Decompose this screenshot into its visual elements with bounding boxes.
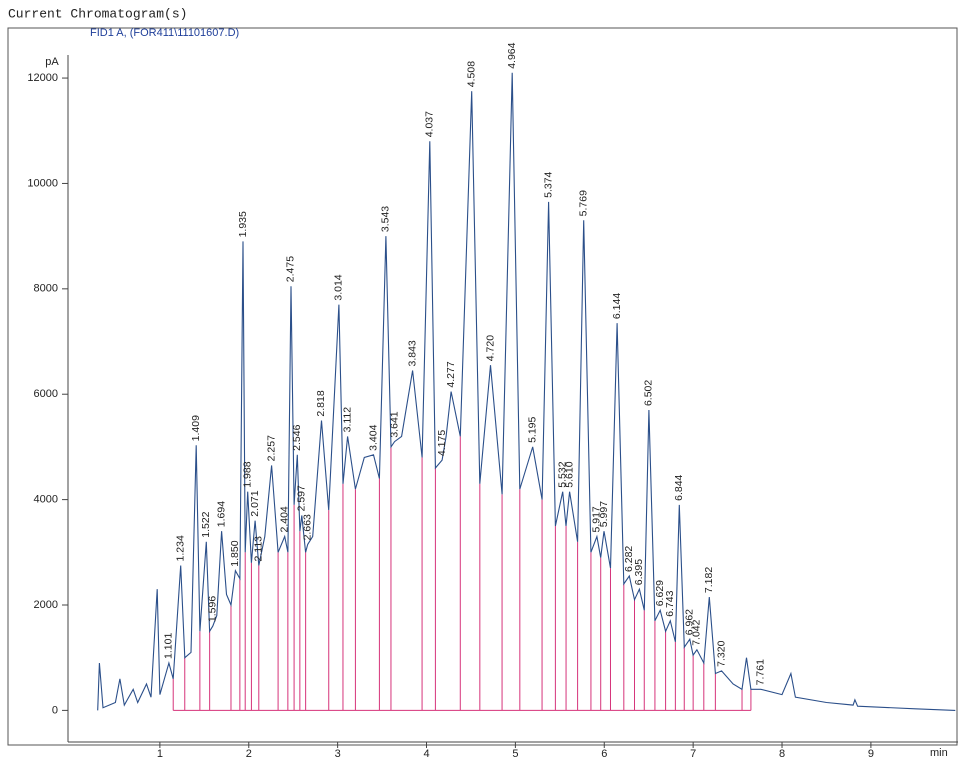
peak-label: 1.850 xyxy=(229,540,241,566)
peak-label: 5.374 xyxy=(542,171,554,197)
peak-label: 5.195 xyxy=(527,416,539,442)
y-unit: pA xyxy=(45,56,59,68)
y-tick-label: 6000 xyxy=(34,388,58,400)
peak-label: 5.610 xyxy=(563,461,575,487)
x-tick-label: 6 xyxy=(601,748,607,760)
peak-label: 1.101 xyxy=(163,633,175,659)
peak-label: 2.663 xyxy=(301,514,313,540)
peak-label: 3.543 xyxy=(380,206,392,232)
x-tick-label: 5 xyxy=(512,748,518,760)
y-tick-label: 8000 xyxy=(34,283,58,295)
peak-label: 2.113 xyxy=(253,536,265,562)
peak-label: 7.761 xyxy=(755,659,767,685)
peak-label: 1.522 xyxy=(200,511,212,537)
y-tick-label: 10000 xyxy=(27,177,58,189)
peak-label: 4.175 xyxy=(436,430,448,456)
peak-label: 7.042 xyxy=(691,619,703,645)
peak-label: 7.320 xyxy=(715,640,727,666)
peak-label: 1.409 xyxy=(190,415,202,441)
peak-label: 3.843 xyxy=(406,340,418,366)
peak-label: 5.532 xyxy=(556,461,568,487)
x-tick-label: 8 xyxy=(779,748,785,760)
peak-label: 7.182 xyxy=(703,567,715,593)
peak-label: 2.257 xyxy=(265,435,277,461)
peak-label: 1.596 xyxy=(207,596,219,622)
x-unit: min xyxy=(930,747,948,759)
x-tick-label: 1 xyxy=(157,748,163,760)
peak-label: 5.769 xyxy=(578,190,590,216)
peak-label: 4.277 xyxy=(445,361,457,387)
signal-trace xyxy=(97,72,956,711)
peak-label: 1.935 xyxy=(237,211,249,237)
peak-label: 2.071 xyxy=(249,490,261,516)
x-tick-label: 2 xyxy=(246,748,252,760)
peak-label: 6.629 xyxy=(654,580,666,606)
peak-label: 3.641 xyxy=(388,411,400,437)
peak-label: 2.404 xyxy=(278,506,290,532)
signal-name: FID1 A, (FOR411\11101607.D) xyxy=(90,27,239,39)
peak-label: 2.475 xyxy=(285,256,297,282)
peak-label: 6.844 xyxy=(673,474,685,500)
y-tick-label: 12000 xyxy=(27,72,58,84)
peak-label: 2.546 xyxy=(291,424,303,450)
plot-frame xyxy=(7,27,958,746)
peak-label: 3.404 xyxy=(367,424,379,450)
x-tick-label: 4 xyxy=(423,748,429,760)
peak-label: 6.502 xyxy=(643,380,655,406)
peak-label: 6.144 xyxy=(611,293,623,319)
peak-label: 3.014 xyxy=(333,274,345,300)
peak-label: 6.743 xyxy=(664,590,676,616)
x-tick-label: 9 xyxy=(868,748,874,760)
peak-label: 5.917 xyxy=(591,506,603,532)
peak-label: 2.818 xyxy=(315,390,327,416)
x-tick-label: 7 xyxy=(690,748,696,760)
peak-label: 6.395 xyxy=(633,559,645,585)
peak-label: 6.962 xyxy=(684,609,696,635)
x-tick-label: 3 xyxy=(335,748,341,760)
y-tick-label: 2000 xyxy=(34,599,58,611)
peak-label: 4.720 xyxy=(484,335,496,361)
peak-label: 5.997 xyxy=(598,501,610,527)
y-tick-label: 0 xyxy=(52,704,58,716)
peak-label: 1.234 xyxy=(174,535,186,561)
peak-label: 4.964 xyxy=(506,42,518,68)
peak-label: 1.988 xyxy=(241,461,253,487)
peak-label: 6.282 xyxy=(623,546,635,572)
chart-title: Current Chromatogram(s) xyxy=(8,6,187,21)
peak-label: 4.037 xyxy=(424,111,436,137)
peak-label: 3.112 xyxy=(341,407,353,433)
peak-label: 1.694 xyxy=(215,501,227,527)
peak-label: 4.508 xyxy=(465,61,477,87)
peak-label: 2.597 xyxy=(296,485,308,511)
y-tick-label: 4000 xyxy=(34,494,58,506)
